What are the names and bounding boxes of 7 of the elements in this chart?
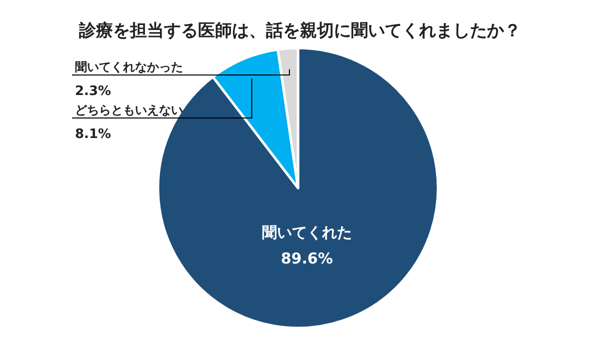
slice-label: 聞いてくれなかった [75,60,183,74]
data-label: 89.6% [280,250,333,268]
slice-label: どちらともいえない [75,103,183,117]
data-label: 8.1% [75,127,112,142]
chart-title: 診療を担当する医師は、話を親切に聞いてくれましたか？ [78,21,521,41]
data-label: 2.3% [75,84,112,99]
slice-label: 聞いてくれた [262,224,352,242]
